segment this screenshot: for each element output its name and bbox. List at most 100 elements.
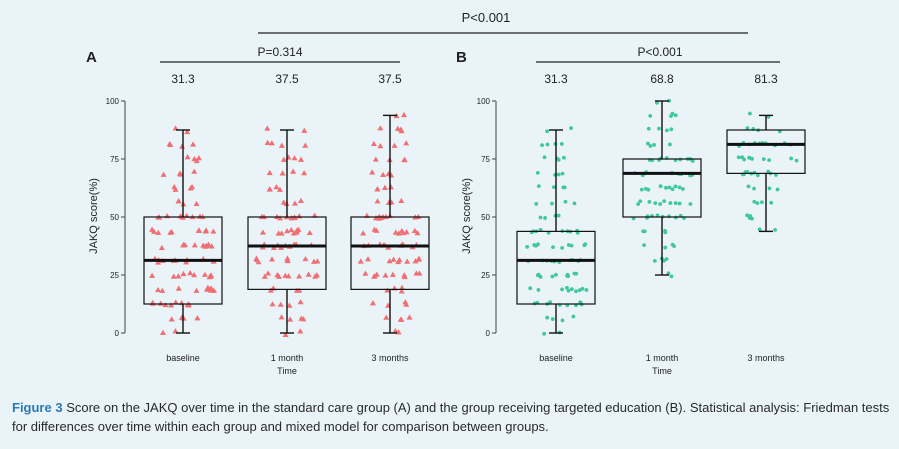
data-point (761, 157, 766, 162)
data-point (306, 229, 313, 236)
data-point (195, 154, 202, 161)
data-point (184, 128, 191, 135)
data-point (528, 286, 533, 291)
data-point (406, 314, 413, 320)
data-point (642, 243, 647, 248)
data-point (168, 302, 175, 308)
data-point (288, 226, 295, 233)
data-point (369, 300, 376, 306)
data-point (794, 158, 799, 163)
data-point (398, 197, 405, 204)
data-point (175, 198, 182, 204)
data-point (402, 299, 409, 305)
data-point (394, 125, 401, 131)
data-point (536, 184, 541, 189)
data-point (371, 226, 378, 232)
data-point (168, 316, 175, 322)
data-point (392, 328, 399, 334)
data-point (194, 315, 201, 321)
data-point (638, 199, 643, 204)
data-point (644, 186, 648, 191)
data-point (569, 126, 573, 131)
panel-b-median-label: 81.3 (754, 72, 778, 86)
data-point (210, 287, 217, 293)
data-point (371, 273, 378, 279)
data-point (377, 143, 384, 149)
data-point (208, 243, 215, 249)
data-point (298, 156, 305, 162)
data-point (578, 300, 583, 305)
data-point (398, 288, 405, 294)
data-point (653, 201, 658, 206)
data-point (159, 287, 166, 293)
data-point (673, 184, 678, 189)
data-point (155, 286, 162, 293)
data-point (652, 143, 656, 147)
data-point (767, 186, 772, 191)
data-point (266, 169, 273, 176)
panel-b-x-tick-labels: baseline 1 month 3 months (539, 353, 785, 363)
data-point (636, 202, 640, 207)
y-tick-label: 0 (486, 329, 491, 338)
y-tick-label: 25 (481, 271, 490, 280)
x-tick-label: baseline (539, 353, 573, 363)
data-point (560, 245, 565, 250)
data-point (280, 156, 287, 162)
data-point (639, 187, 644, 192)
data-point (566, 288, 571, 293)
data-point (275, 230, 282, 236)
y-tick-label: 50 (110, 213, 119, 222)
data-point (369, 169, 376, 175)
data-point (415, 255, 422, 261)
data-point (172, 125, 179, 131)
data-point (565, 285, 569, 290)
data-point (569, 287, 574, 292)
data-point (191, 242, 198, 248)
data-point (392, 229, 399, 235)
data-point (666, 271, 671, 276)
data-point (657, 126, 661, 131)
panel-a-label: A (86, 49, 97, 66)
data-point (297, 299, 304, 305)
data-point (748, 111, 752, 116)
data-point (646, 141, 650, 146)
y-tick-label: 50 (481, 213, 490, 222)
caption-text: Score on the JAKQ over time in the stand… (12, 400, 890, 434)
data-point (548, 300, 552, 305)
data-point (401, 272, 408, 278)
data-point (543, 216, 547, 220)
panel-a-p-value: P=0.314 (257, 45, 302, 59)
data-point (752, 170, 757, 175)
data-point (551, 245, 555, 250)
data-point (374, 198, 381, 204)
panel-b-p-value: P<0.001 (637, 45, 682, 59)
data-point (535, 170, 540, 175)
data-point (664, 185, 668, 190)
data-point (755, 173, 760, 178)
data-point (664, 257, 669, 261)
data-point (382, 272, 389, 278)
data-point (193, 200, 200, 207)
data-point (155, 259, 162, 265)
data-point (300, 316, 307, 322)
panel-b-label: B (456, 49, 467, 66)
panel-b: B P<0.001 31.3 68.8 81.3 JAKQ score(%) T… (456, 45, 806, 376)
data-point (157, 300, 164, 306)
data-point (399, 284, 406, 290)
data-point (390, 256, 397, 262)
data-point (383, 314, 390, 320)
data-point (542, 155, 547, 160)
data-point (559, 142, 564, 146)
y-tick-label: 25 (110, 271, 119, 280)
box (726, 129, 806, 174)
data-point (279, 170, 286, 176)
y-tick-label: 0 (115, 329, 120, 338)
data-point (301, 170, 308, 176)
data-point (391, 142, 398, 148)
data-point (403, 140, 410, 146)
data-point (284, 257, 291, 263)
data-point (774, 173, 778, 177)
data-point (177, 171, 184, 177)
figure-caption: Figure 3 Score on the JAKQ over time in … (12, 398, 892, 436)
data-point (545, 142, 550, 147)
